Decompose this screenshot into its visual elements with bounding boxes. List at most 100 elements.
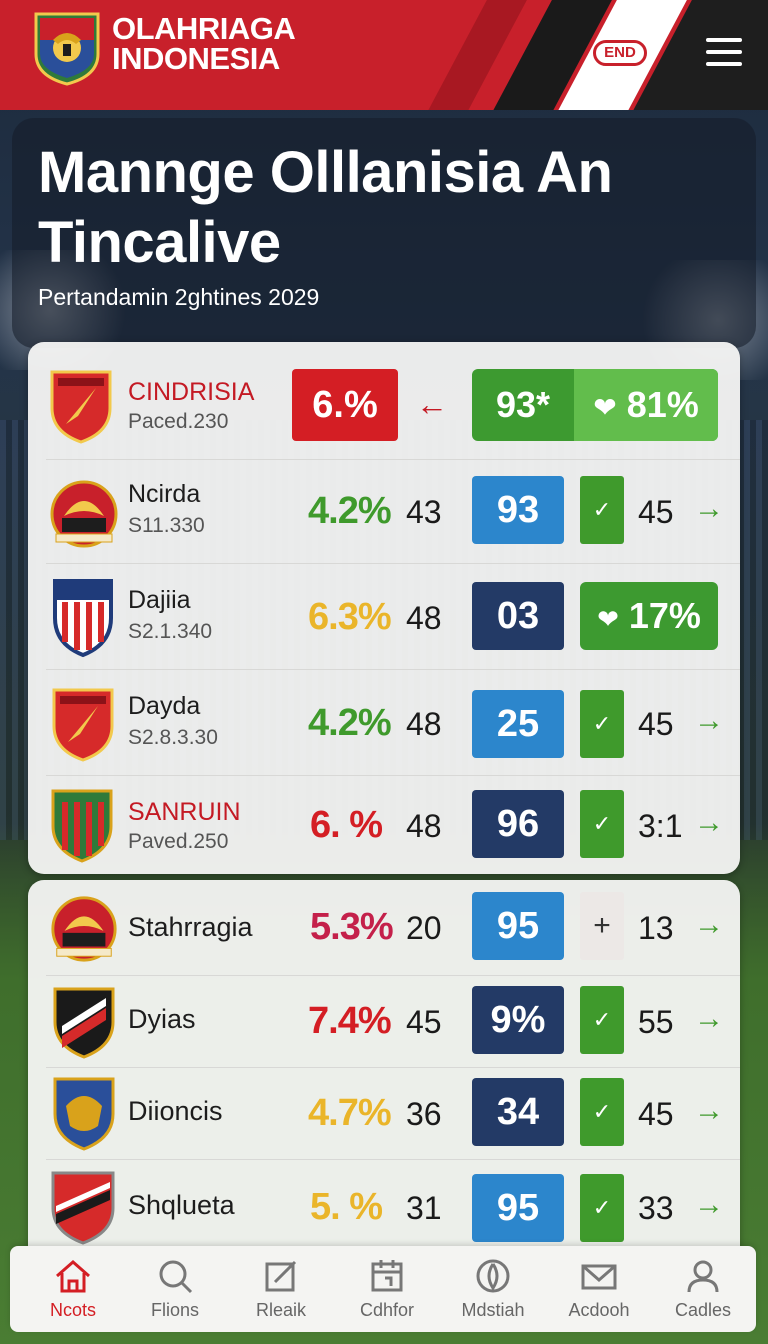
table-row[interactable]: CINDRISIA Paced.230 6.% ← 93* ❤ 81% <box>28 342 740 460</box>
check-icon[interactable]: ✓ <box>580 986 624 1054</box>
team-name: SANRUIN <box>128 798 241 826</box>
arrow-right-icon[interactable]: → <box>694 1094 724 1127</box>
score-box: 03 <box>472 582 564 650</box>
trail-value: 3:1 <box>638 808 683 844</box>
edit-icon <box>265 1260 297 1292</box>
table-row[interactable]: Ncirda S11.330 4.2% 43 93 ✓ 45 → <box>28 460 740 564</box>
check-icon[interactable]: ✓ <box>580 1174 624 1242</box>
table-row[interactable]: Stahrragia 5.3% 20 95 + 13 → <box>28 880 740 976</box>
team-name: Diioncis <box>128 1096 223 1126</box>
score-box: 95 <box>472 892 564 960</box>
rate-value: 81% <box>626 384 699 425</box>
arrow-right-icon[interactable]: → <box>694 492 724 525</box>
nav-label: Ncots <box>49 1300 96 1320</box>
leaf-icon <box>476 1259 510 1293</box>
score-value: 93* <box>495 384 551 425</box>
table-row[interactable]: Dayda S2.8.3.30 4.2% 48 25 ✓ 45 → <box>28 670 740 776</box>
score-box: 96 <box>472 790 564 858</box>
arrow-left-icon[interactable]: ← <box>416 386 448 422</box>
brand-title: OLAHRIAGA INDONESIA <box>112 11 296 76</box>
trail-value: 45 <box>638 706 674 742</box>
team-name: Shqlueta <box>128 1190 235 1220</box>
nav-item-media[interactable]: Mdstiah <box>440 1246 546 1332</box>
table-row[interactable]: Shqlueta 5. % 31 95 ✓ 33 → <box>28 1160 740 1260</box>
points: 43 <box>406 494 442 530</box>
language-badge[interactable]: END <box>593 40 647 66</box>
points: 48 <box>406 706 442 742</box>
nav-item-home[interactable]: Ncots <box>20 1246 126 1332</box>
hamburger-icon[interactable] <box>706 38 742 74</box>
table-row[interactable]: Diioncis 4.7% 36 34 ✓ 45 → <box>28 1068 740 1160</box>
percentage: 7.4% <box>308 1000 392 1042</box>
check-icon[interactable]: ✓ <box>580 690 624 758</box>
percentage: 4.2% <box>308 490 392 532</box>
team-name: Dayda <box>128 692 201 720</box>
page-subtitle: Pertandamin 2ghtines 2029 <box>38 284 320 310</box>
nav-item-calendar[interactable]: Cdhfor <box>334 1246 440 1332</box>
percentage: 6. % <box>310 804 383 846</box>
nav-item-search[interactable]: Flions <box>122 1246 228 1332</box>
standings-card-2: Stahrragia 5.3% 20 95 + 13 → Dyias 7.4% … <box>28 880 740 1260</box>
score-box: 93 <box>472 476 564 544</box>
mail-icon <box>581 1264 617 1290</box>
home-icon <box>56 1260 90 1293</box>
arrow-right-icon[interactable]: → <box>694 1002 724 1035</box>
table-row[interactable]: Dyias 7.4% 45 9% ✓ 55 → <box>28 976 740 1068</box>
trail-value: 45 <box>638 494 674 530</box>
percentage: 6.3% <box>308 596 392 638</box>
search-icon <box>159 1260 193 1294</box>
check-icon[interactable]: ✓ <box>580 476 624 544</box>
standings-card-1: CINDRISIA Paced.230 6.% ← 93* ❤ 81% Ncir… <box>28 342 740 874</box>
trail-value: 45 <box>638 1096 674 1132</box>
score-box: 25 <box>472 690 564 758</box>
red-stripe-shield-icon <box>51 1171 115 1245</box>
table-row[interactable]: Dajiia S2.1.340 6.3% 48 03 ❤ 17% <box>28 564 740 670</box>
score-pill: 93* ❤ 81% <box>472 369 718 441</box>
team-name: Ncirda <box>128 480 201 508</box>
score-box: 9% <box>472 986 564 1054</box>
striped-shield-icon <box>53 579 113 658</box>
plus-icon[interactable]: + <box>580 892 624 960</box>
nav-label: Mdstiah <box>461 1300 525 1320</box>
table-row[interactable]: SANRUIN Paved.250 6. % 48 96 ✓ 3:1 → <box>28 776 740 874</box>
check-icon[interactable]: ✓ <box>580 790 624 858</box>
team-sub: Paced.230 <box>128 410 229 433</box>
nav-label: Cadles <box>674 1300 732 1320</box>
nav-item-profile[interactable]: Cadles <box>650 1246 756 1332</box>
bottom-nav: Ncots Flions Rleaik Cdhfor Mdstiah Acdoo… <box>10 1246 756 1332</box>
team-shield-icon <box>50 370 112 444</box>
black-shield-icon <box>53 987 115 1059</box>
points: 31 <box>406 1190 442 1226</box>
blue-shield-icon <box>53 1077 115 1151</box>
team-name: CINDRISIA <box>128 378 255 406</box>
brand-line-2: INDONESIA <box>112 41 280 76</box>
calendar-icon <box>371 1260 403 1292</box>
trail-value: 33 <box>638 1190 674 1226</box>
nav-item-edit[interactable]: Rleaik <box>228 1246 334 1332</box>
title-line-2: Tincalive <box>38 210 281 275</box>
team-sub: S2.1.340 <box>128 620 213 643</box>
team-sub: S11.330 <box>128 514 205 537</box>
team-name: Dyias <box>128 1004 196 1034</box>
check-icon[interactable]: ✓ <box>580 1078 624 1146</box>
trail-value: 55 <box>638 1004 674 1040</box>
points: 48 <box>406 600 442 636</box>
nav-label: Rleaik <box>255 1300 307 1320</box>
percentage: 4.2% <box>308 702 392 744</box>
team-sub: S2.8.3.30 <box>128 726 218 749</box>
arrow-right-icon[interactable]: → <box>694 1188 724 1221</box>
team-shield-icon <box>52 688 114 762</box>
rate-badge: ❤ 17% <box>580 582 718 650</box>
arrow-right-icon[interactable]: → <box>694 704 724 737</box>
points: 20 <box>406 910 442 946</box>
garuda-logo-icon[interactable] <box>30 10 104 86</box>
nav-item-mail[interactable]: Acdooh <box>546 1246 652 1332</box>
arrow-right-icon[interactable]: → <box>694 806 724 839</box>
percentage: 5. % <box>310 1186 383 1228</box>
score-box: 34 <box>472 1078 564 1146</box>
brand-line-1: OLAHRIAGA <box>112 11 296 46</box>
striped-shield-icon <box>51 789 113 863</box>
arrow-right-icon[interactable]: → <box>694 908 724 941</box>
user-icon <box>687 1260 719 1293</box>
points: 45 <box>406 1004 442 1040</box>
